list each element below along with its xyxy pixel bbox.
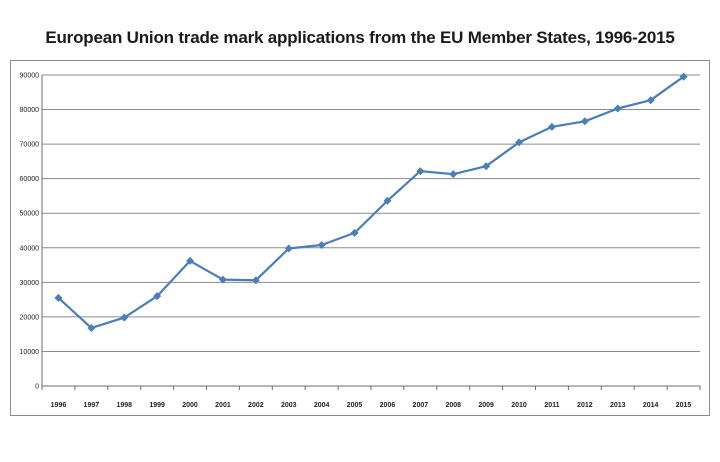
y-tick-label: 80000 — [20, 107, 40, 114]
x-tick-label: 2011 — [544, 402, 559, 409]
y-tick-label: 0 — [35, 384, 39, 391]
x-tick-label: 1996 — [51, 402, 67, 409]
data-point — [581, 117, 589, 125]
x-tick-label: 2000 — [182, 402, 198, 409]
y-tick-label: 70000 — [20, 142, 40, 149]
x-tick-label: 2005 — [347, 402, 363, 409]
x-tick-label: 1997 — [84, 402, 100, 409]
x-tick-label: 2009 — [478, 402, 494, 409]
y-tick-label: 10000 — [20, 349, 40, 356]
x-tick-label: 1999 — [149, 402, 165, 409]
x-tick-label: 2006 — [380, 402, 396, 409]
data-point — [614, 105, 622, 113]
x-tick-label: 2010 — [511, 402, 527, 409]
series-line — [59, 77, 684, 328]
x-tick-label: 2003 — [281, 402, 297, 409]
y-tick-label: 20000 — [20, 314, 40, 321]
x-tick-label: 2004 — [314, 402, 330, 409]
x-tick-label: 2002 — [248, 402, 264, 409]
y-tick-label: 40000 — [20, 245, 40, 252]
x-tick-label: 2014 — [643, 402, 659, 409]
x-tick-label: 2012 — [577, 402, 593, 409]
y-tick-label: 30000 — [20, 280, 40, 287]
x-tick-label: 2015 — [676, 402, 692, 409]
data-point — [449, 170, 457, 178]
x-tick-label: 2008 — [445, 402, 461, 409]
x-tick-label: 2001 — [215, 402, 231, 409]
y-tick-label: 50000 — [20, 211, 40, 218]
line-chart: 0 10000 20000 30000 40000 50000 60000 70000 8000… — [0, 0, 720, 462]
data-point — [548, 123, 556, 131]
y-tick-label: 60000 — [20, 176, 40, 183]
y-tick-label: 90000 — [20, 73, 40, 80]
x-tick-label: 2013 — [610, 402, 626, 409]
x-tick-label: 2007 — [413, 402, 429, 409]
x-tick-label: 1998 — [116, 402, 132, 409]
